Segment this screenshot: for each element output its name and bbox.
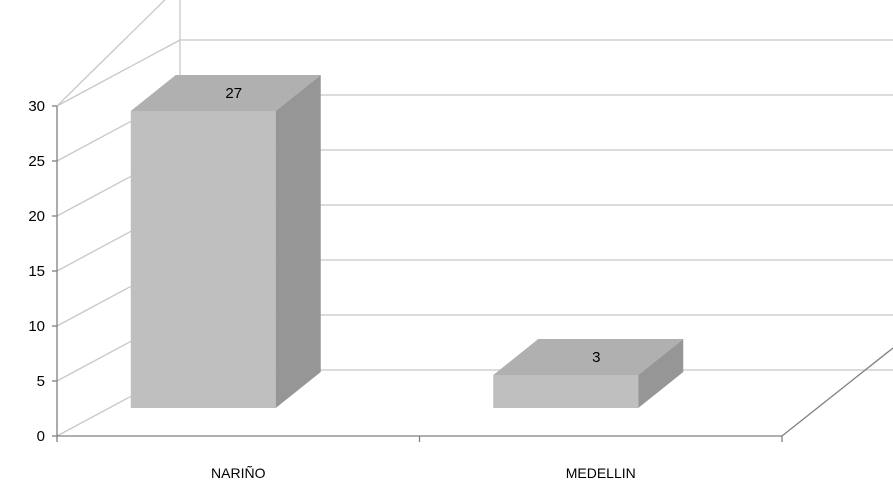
- bar-top-face: [130, 75, 321, 111]
- y-tick-label: 15: [28, 263, 45, 280]
- y-tick-label: 30: [28, 98, 45, 115]
- y-tick-label: 0: [37, 428, 45, 445]
- bar-data-label: 27: [225, 85, 242, 102]
- side-wall-top-gridline: [56, 0, 166, 107]
- x-category-label: MEDELLIN: [566, 465, 636, 481]
- y-tick-label: 5: [37, 373, 45, 390]
- y-tick-label: 10: [28, 318, 45, 335]
- bar-data-label: 3: [592, 349, 600, 366]
- floor-right-edge: [781, 347, 893, 437]
- side-wall-gridline: [56, 39, 181, 107]
- bar-front-face: [130, 111, 276, 408]
- bar-front-face: [493, 375, 639, 408]
- bar-top-face: [493, 339, 684, 375]
- y-tick-label: 25: [28, 153, 45, 170]
- x-category-label: NARIÑO: [211, 465, 266, 481]
- bar-side-face: [275, 75, 321, 408]
- y-tick-label: 20: [28, 208, 45, 225]
- bar-side-face: [638, 339, 684, 408]
